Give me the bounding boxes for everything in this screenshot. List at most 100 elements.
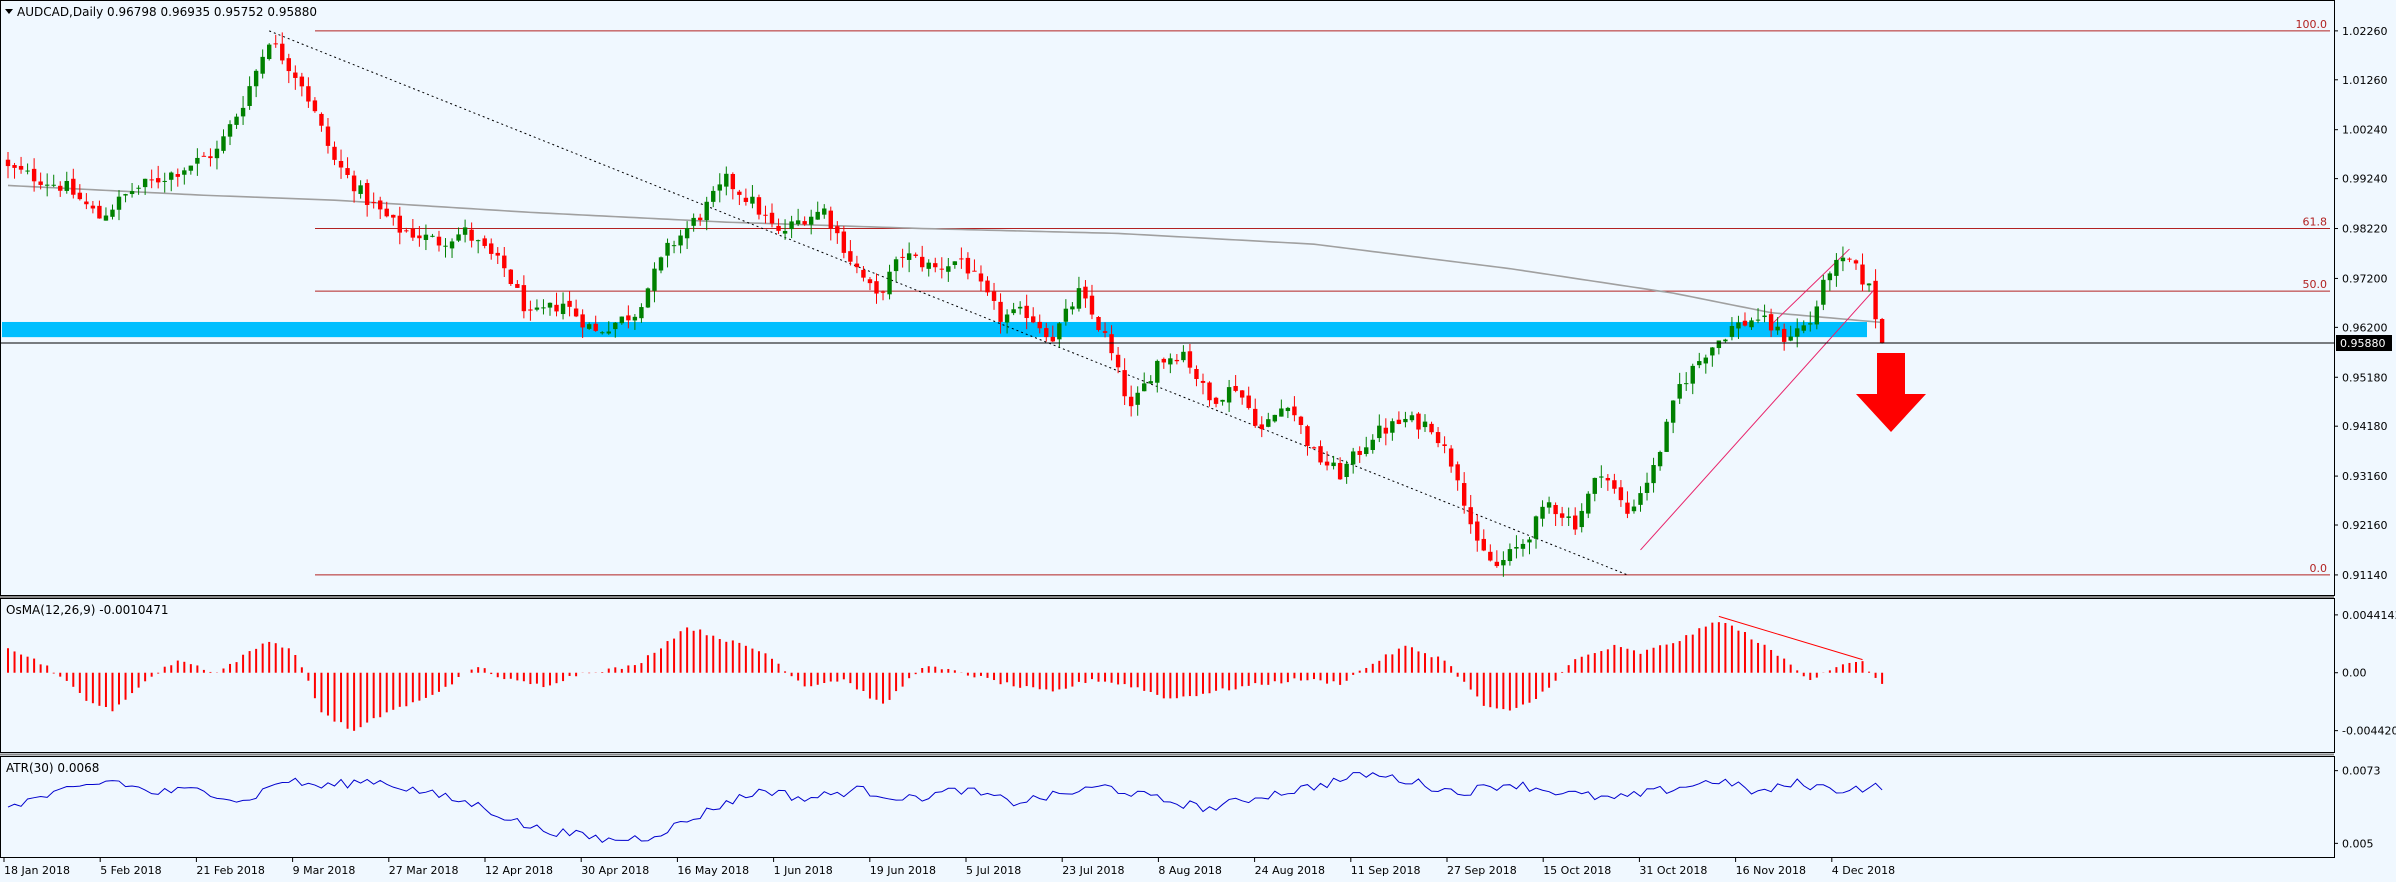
candle-body bbox=[1566, 516, 1571, 518]
candle-body bbox=[841, 231, 847, 253]
candle-body bbox=[1847, 258, 1852, 260]
candle-body bbox=[1723, 339, 1728, 342]
candle-body bbox=[1494, 561, 1500, 567]
candle-body bbox=[1605, 477, 1611, 481]
candle-body bbox=[44, 184, 50, 186]
main-pane-frame bbox=[0, 0, 2335, 596]
candle-body bbox=[1742, 320, 1748, 326]
candle-body bbox=[5, 159, 11, 167]
candle-body bbox=[789, 221, 794, 230]
candle-body bbox=[1259, 424, 1264, 430]
x-tick-label: 15 Oct 2018 bbox=[1543, 864, 1611, 877]
candle-body bbox=[1690, 365, 1695, 384]
candle-body bbox=[1187, 351, 1193, 368]
candle-body bbox=[358, 185, 363, 194]
candle-body bbox=[208, 156, 213, 159]
y-tick-label: 0.99240 bbox=[2342, 173, 2388, 186]
candle-body bbox=[1037, 321, 1042, 329]
x-tick-label: 18 Jan 2018 bbox=[4, 864, 70, 877]
candle-body bbox=[1657, 451, 1663, 467]
candle-body bbox=[1586, 493, 1591, 514]
candle-body bbox=[978, 273, 984, 282]
candle-body bbox=[1781, 328, 1787, 342]
candle-body bbox=[1155, 360, 1160, 383]
candle-body bbox=[71, 178, 76, 195]
candle-body bbox=[1142, 383, 1147, 392]
candle-body bbox=[1579, 510, 1584, 528]
candle-body bbox=[1350, 451, 1356, 465]
candle-body bbox=[1246, 395, 1251, 408]
candle-body bbox=[1324, 461, 1330, 466]
candle-body bbox=[697, 217, 703, 221]
candle-body bbox=[1768, 314, 1774, 331]
candle-body bbox=[162, 180, 167, 182]
candle-body bbox=[469, 229, 474, 241]
current-price-label: 0.95880 bbox=[2340, 337, 2386, 350]
candle-body bbox=[214, 148, 220, 159]
candle-body bbox=[351, 175, 357, 192]
candle-body bbox=[1755, 319, 1761, 321]
candle-body bbox=[1716, 340, 1722, 349]
candle-body bbox=[247, 86, 252, 106]
osma-divergence-line bbox=[1718, 615, 1863, 661]
candle-body bbox=[1677, 384, 1682, 399]
candle-body bbox=[985, 280, 990, 293]
candle-body bbox=[495, 252, 500, 256]
candle-body bbox=[782, 230, 788, 234]
candle-body bbox=[1540, 506, 1545, 519]
symbol-dropdown-icon[interactable] bbox=[5, 9, 13, 14]
candle-body bbox=[835, 226, 840, 234]
candle-body bbox=[1559, 513, 1565, 518]
x-tick-label: 8 Aug 2018 bbox=[1158, 864, 1221, 877]
candle-body bbox=[926, 262, 931, 269]
candle-body bbox=[808, 216, 814, 225]
candle-body bbox=[90, 205, 96, 209]
candle-body bbox=[430, 235, 435, 237]
candle-body bbox=[286, 58, 291, 72]
candle-body bbox=[795, 220, 801, 225]
candle-body bbox=[371, 202, 376, 204]
candle-body bbox=[1017, 306, 1023, 309]
candle-body bbox=[991, 291, 997, 301]
atr-pane-frame bbox=[0, 756, 2335, 858]
candle-body bbox=[31, 168, 37, 182]
candle-body bbox=[1533, 516, 1539, 539]
x-tick-label: 4 Dec 2018 bbox=[1832, 864, 1895, 877]
candle-body bbox=[1057, 323, 1062, 340]
y-tick-label: 0.96200 bbox=[2342, 321, 2388, 334]
candle-body bbox=[593, 323, 598, 331]
candle-body bbox=[443, 245, 448, 247]
candle-body bbox=[97, 205, 102, 219]
symbol-header: AUDCAD,Daily 0.96798 0.96935 0.95752 0.9… bbox=[17, 5, 317, 19]
candle-body bbox=[110, 209, 115, 217]
candle-body bbox=[1644, 482, 1650, 493]
candle-body bbox=[1416, 413, 1421, 430]
candle-body bbox=[1788, 336, 1793, 341]
candle-body bbox=[391, 214, 396, 218]
candle-body bbox=[1044, 328, 1049, 338]
candle-body bbox=[1670, 400, 1676, 423]
candle-body bbox=[1377, 425, 1382, 439]
candle-body bbox=[1527, 539, 1532, 543]
candle-body bbox=[1337, 462, 1343, 480]
candle-body bbox=[939, 268, 944, 270]
candle-body bbox=[1795, 328, 1800, 337]
candle-body bbox=[136, 187, 141, 189]
candle-body bbox=[169, 172, 174, 180]
current-price-box bbox=[2336, 335, 2392, 352]
candle-body bbox=[920, 256, 925, 268]
candle-body bbox=[18, 165, 24, 170]
candle-body bbox=[541, 307, 546, 309]
candle-body bbox=[1318, 446, 1323, 463]
candle-body bbox=[913, 254, 918, 256]
candle-body bbox=[776, 225, 781, 231]
candle-body bbox=[933, 263, 938, 268]
candle-body bbox=[1109, 334, 1114, 354]
candle-body bbox=[489, 243, 494, 254]
candle-body bbox=[253, 70, 259, 87]
candle-body bbox=[861, 269, 866, 278]
candle-body bbox=[1364, 447, 1369, 454]
candle-body bbox=[1422, 421, 1428, 428]
